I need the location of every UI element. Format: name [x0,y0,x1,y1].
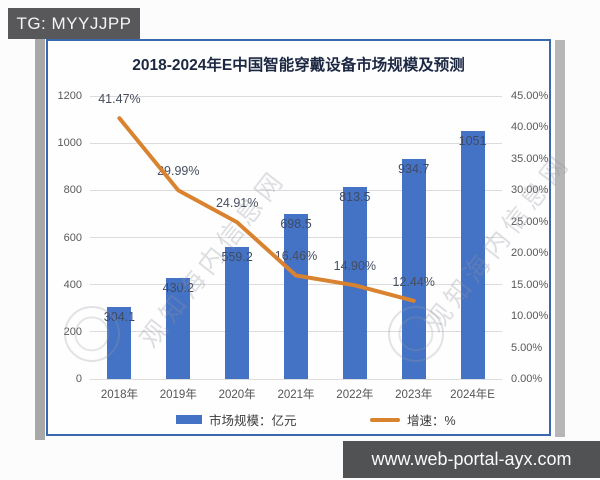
legend-label-market-size: 市场规模：亿元 [209,414,297,428]
right-axis-tick: 10.00% [511,310,549,323]
bar [166,277,191,379]
bar [107,307,132,379]
panel-shadow-left [35,36,45,440]
legend-item-growth-rate: 增速：% [370,410,456,429]
x-axis-label: 2019年 [159,389,197,401]
x-axis-label: 2024年E [450,389,495,401]
bar-value-label: 934.7 [398,161,430,176]
site-url-badge: www.web-portal-ayx.com [343,441,600,478]
bar-value-label: 304.1 [103,310,136,325]
bar-value-label: 430.2 [162,280,194,295]
right-axis-tick: 0.00% [511,373,543,385]
bar [460,131,485,379]
bar-value-label: 1051 [458,134,487,149]
right-axis-tick: 25.00% [511,215,549,228]
right-axis-tick: 40.00% [511,121,549,134]
bar [284,214,308,379]
gridline [90,189,502,191]
bar [225,247,250,379]
x-axis-label: 2020年 [218,389,256,401]
growth-rate-label: 12.44% [392,274,435,289]
right-axis-tick: 35.00% [511,152,549,165]
y-axis-tick: 200 [63,325,82,338]
right-axis-tick: 45.00% [511,90,549,102]
telegram-watermark-badge: TG: MYYJJPP [8,8,140,39]
y-axis-tick: 400 [63,278,82,291]
right-axis-tick: 20.00% [511,247,549,260]
bar [401,158,426,379]
chart-panel: 2018-2024年E中国智能穿戴设备市场规模及预测 0 200 400 600 800… [46,39,576,436]
panel-shadow-right [555,40,565,437]
legend-item-market-size: 市场规模：亿元 [176,410,297,429]
y-axis-tick: 0 [75,373,82,385]
bar-value-label: 559.2 [221,250,253,265]
x-axis-label: 2023年 [395,389,433,401]
gridline [90,378,502,380]
y-axis-tick: 1000 [57,137,82,150]
legend-label-growth-rate: 增速：% [407,414,456,428]
plot-area: 0 200 400 600 800 1000 1200 0.00% 5.00% 10.00% 15.… [58,90,549,401]
growth-rate-label: 41.47% [98,92,141,107]
y-axis-tick: 1200 [57,90,82,102]
growth-rate-label: 14.90% [333,259,377,274]
y-axis-tick: 800 [63,184,82,197]
bar-value-label: 698.5 [280,217,312,232]
x-axis-label: 2021年 [277,389,315,401]
bar-value-label: 813.5 [339,190,371,205]
right-axis-tick: 15.00% [511,278,549,291]
gridline [90,142,502,144]
line-series-swatch [370,417,400,422]
site-url-text: www.web-portal-ayx.com [371,449,572,469]
growth-line [117,116,416,303]
right-axis-tick: 30.00% [511,184,549,197]
telegram-watermark-text: TG: MYYJJPP [16,13,132,33]
y-axis-tick: 600 [63,231,82,244]
x-axis-label: 2018年 [100,389,138,401]
gridline [90,95,502,97]
chart-title: 2018-2024年E中国智能穿戴设备市场规模及预测 [132,57,465,74]
growth-rate-label: 24.91% [215,196,259,211]
x-axis-label: 2022年 [336,389,374,401]
bar-series-swatch [176,415,202,424]
right-axis-tick: 5.00% [511,341,543,354]
growth-rate-label: 16.46% [274,249,318,264]
